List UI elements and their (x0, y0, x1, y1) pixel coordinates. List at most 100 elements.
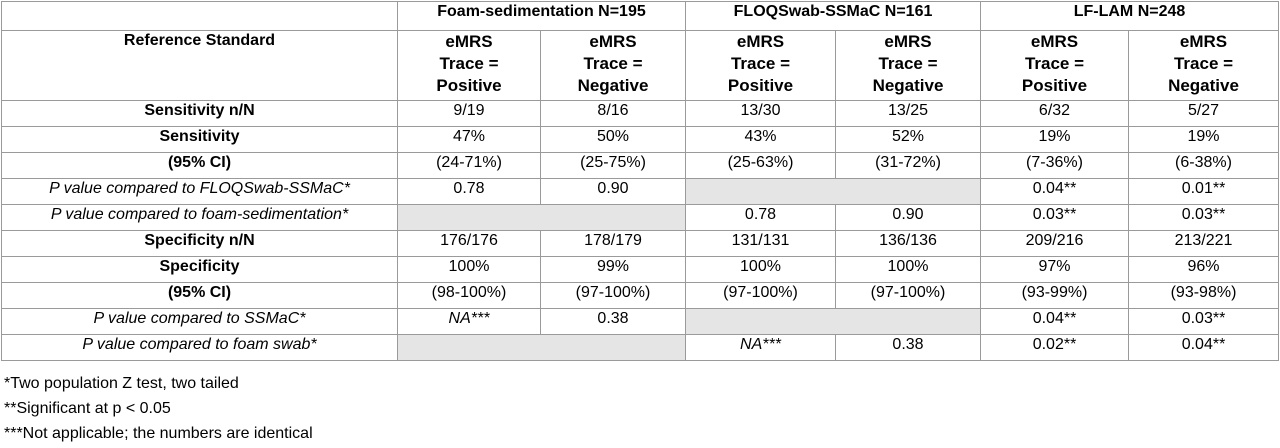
table-cell: (24-71%) (397, 152, 541, 179)
table-cell: (6-38%) (1127, 152, 1280, 179)
table-cell: 19% (1127, 126, 1280, 153)
row-label: (95% CI) (1, 282, 398, 309)
sub-header-line: Negative (1168, 76, 1239, 95)
sub-header-line: Positive (436, 76, 502, 95)
table-cell: (25-75%) (540, 152, 686, 179)
footnotes: *Two population Z test, two tailed **Sign… (4, 371, 313, 446)
sub-header-line: Trace = (1024, 54, 1085, 73)
sub-header-cell: eMRS Trace = Positive (397, 30, 541, 101)
results-table: Foam-sedimentation N=195 FLOQSwab-SSMaC … (1, 1, 1280, 361)
table-cell: 43% (685, 126, 836, 153)
table-row: Specificity 100% 99% 100% 100% 97% 96% (1, 256, 1280, 283)
sub-header-line: eMRS (589, 32, 637, 51)
table-row: Sensitivity n/N 9/19 8/16 13/30 13/25 6/32 5/2… (1, 100, 1280, 127)
sub-header-cell: eMRS Trace = Negative (1127, 30, 1280, 101)
table-cell: (97-100%) (835, 282, 981, 309)
row-label: Sensitivity (1, 126, 398, 153)
table-cell: 52% (835, 126, 981, 153)
table-cell: 99% (540, 256, 686, 283)
table-cell: 176/176 (397, 230, 541, 257)
table-cell: 178/179 (540, 230, 686, 257)
table-row: P value compared to foam-sedimentation* 0… (1, 204, 1280, 231)
table-cell: 0.03** (980, 204, 1129, 231)
table-row: Sensitivity 47% 50% 43% 52% 19% 19% (1, 126, 1280, 153)
row-label: P value compared to foam swab* (1, 334, 398, 361)
table-cell: 0.38 (835, 334, 981, 361)
table-cell: 13/30 (685, 100, 836, 127)
table-cell: 0.03** (1127, 204, 1280, 231)
table-row: P value compared to foam swab* NA*** 0.38 0… (1, 334, 1280, 361)
table-cell: 13/25 (835, 100, 981, 127)
table-cell: (7-36%) (980, 152, 1129, 179)
sub-header-row: Reference Standard eMRS Trace = Positive eM… (1, 30, 1280, 101)
table-cell: (98-100%) (397, 282, 541, 309)
table-cell: 0.78 (397, 178, 541, 205)
sub-header-line: Trace = (730, 54, 791, 73)
table-cell: 0.01** (1127, 178, 1280, 205)
table-cell: 131/131 (685, 230, 836, 257)
table-cell: NA*** (397, 308, 541, 335)
sub-header-line: eMRS (445, 32, 493, 51)
shaded-empty-cell (397, 334, 686, 361)
table-cell: 0.90 (835, 204, 981, 231)
table-row: Specificity n/N 176/176 178/179 131/131 136/… (1, 230, 1280, 257)
table-cell: 0.04** (1127, 334, 1280, 361)
footnote: ***Not applicable; the numbers are ident… (4, 425, 313, 442)
group-header-row: Foam-sedimentation N=195 FLOQSwab-SSMaC … (1, 1, 1280, 31)
reference-standard-header: Reference Standard (1, 30, 398, 101)
table-cell: 213/221 (1127, 230, 1280, 257)
table-cell: 50% (540, 126, 686, 153)
table-cell: 19% (980, 126, 1129, 153)
sub-header-cell: eMRS Trace = Negative (835, 30, 981, 101)
group-header-foam-sedimentation: Foam-sedimentation N=195 (397, 1, 686, 31)
table-cell: 136/136 (835, 230, 981, 257)
table-body: Sensitivity n/N 9/19 8/16 13/30 13/25 6/32 5/2… (1, 100, 1280, 361)
table-cell: 47% (397, 126, 541, 153)
row-label: Specificity n/N (1, 230, 398, 257)
table-cell: 0.03** (1127, 308, 1280, 335)
table-cell: (31-72%) (835, 152, 981, 179)
sub-header-line: Trace = (878, 54, 938, 73)
row-label: Specificity (1, 256, 398, 283)
table-cell: 96% (1127, 256, 1280, 283)
footnote: **Significant at p < 0.05 (4, 400, 171, 417)
table-cell: (93-99%) (980, 282, 1129, 309)
table-cell: (25-63%) (685, 152, 836, 179)
sub-header-cell: eMRS Trace = Positive (685, 30, 836, 101)
sub-header-line: eMRS (736, 32, 785, 51)
table-cell: 5/27 (1127, 100, 1280, 127)
table-cell: 8/16 (540, 100, 686, 127)
group-header-lf-lam: LF-LAM N=248 (979, 1, 1280, 31)
sub-header-line: Negative (577, 76, 649, 95)
sub-header-line: eMRS (884, 32, 932, 51)
row-label: (95% CI) (1, 152, 398, 179)
shaded-empty-cell (685, 308, 981, 335)
table-cell: 0.04** (980, 178, 1129, 205)
table-row: (95% CI) (24-71%) (25-75%) (25-63%) (31-72%)… (1, 152, 1280, 179)
table-cell: 0.90 (540, 178, 686, 205)
group-header-floqswab-ssmac: FLOQSwab-SSMaC N=161 (685, 1, 981, 31)
shaded-empty-cell (397, 204, 686, 231)
row-label: Sensitivity n/N (1, 100, 398, 127)
empty-corner-cell (1, 1, 398, 31)
sub-header-cell: eMRS Trace = Negative (540, 30, 686, 101)
sub-header-line: Trace = (583, 54, 643, 73)
sub-header-line: Negative (872, 76, 944, 95)
table-cell: 0.04** (980, 308, 1129, 335)
sub-header-line: Trace = (1173, 54, 1234, 73)
table-cell: 0.38 (540, 308, 686, 335)
sub-header-line: eMRS (1179, 32, 1228, 51)
sub-header-line: Trace = (439, 54, 499, 73)
table-cell: 0.02** (980, 334, 1129, 361)
table-cell: (97-100%) (685, 282, 836, 309)
table-cell: 100% (685, 256, 836, 283)
sub-header-line: Positive (1021, 76, 1088, 95)
table-cell: 97% (980, 256, 1129, 283)
table-cell: 100% (397, 256, 541, 283)
table-cell: 9/19 (397, 100, 541, 127)
sub-header-line: Positive (727, 76, 794, 95)
sub-header-line: eMRS (1030, 32, 1079, 51)
table-row: (95% CI) (98-100%) (97-100%) (97-100%) (97-1… (1, 282, 1280, 309)
table-row: P value compared to SSMaC* NA*** 0.38 0.04*… (1, 308, 1280, 335)
sub-header-cell: eMRS Trace = Positive (980, 30, 1129, 101)
